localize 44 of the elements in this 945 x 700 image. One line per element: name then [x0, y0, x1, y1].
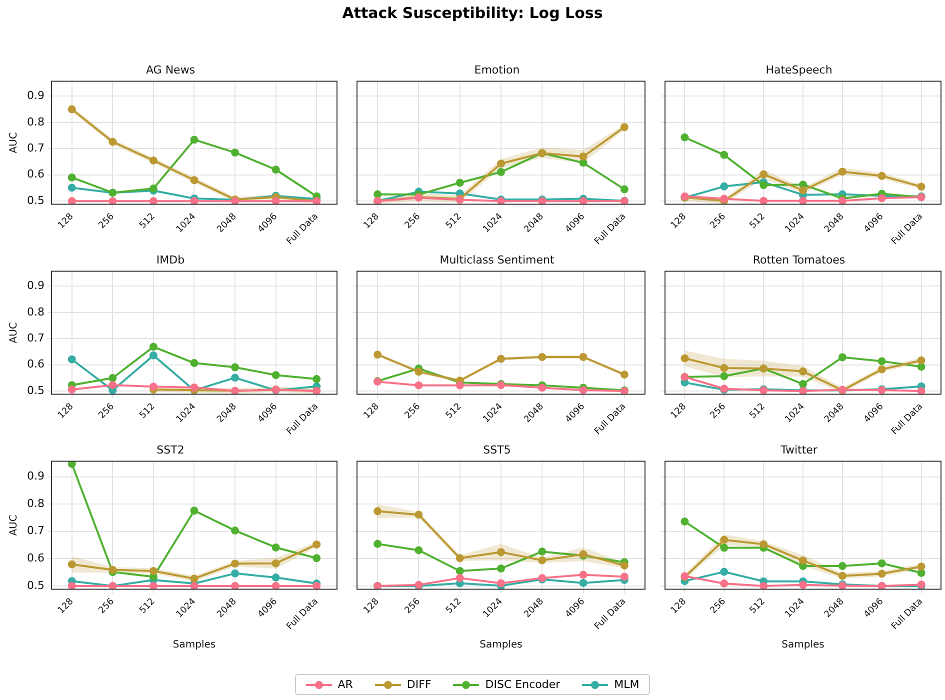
y-tick-label: 0.5: [26, 194, 44, 207]
chart-title: Emotion: [474, 63, 520, 76]
legend-label: DISC Encoder: [485, 678, 560, 691]
legend-label: MLM: [614, 678, 640, 691]
y-tick-label: 0.7: [26, 331, 44, 344]
x-tick-label: 128: [362, 596, 382, 616]
y-tick-label: 0.5: [26, 578, 44, 592]
y-tick-label: 0.6: [26, 168, 44, 181]
x-tick-label: 128: [362, 212, 382, 232]
y-axis-title: AUC: [8, 132, 20, 154]
chart-title: HateSpeech: [766, 63, 832, 76]
y-axis-title: AUC: [8, 322, 20, 344]
y-tick-label: 0.8: [26, 496, 44, 510]
x-tick-label: 128: [56, 212, 76, 232]
legend-label: DIFF: [406, 678, 432, 691]
y-tick-label: 0.8: [26, 115, 44, 128]
y-axis-title: AUC: [8, 514, 20, 536]
y-tick-label: 0.9: [26, 279, 44, 292]
chart-title: Multiclass Sentiment: [440, 253, 555, 266]
chart-title: Twitter: [780, 443, 818, 456]
x-tick-label: 128: [669, 596, 689, 616]
x-axis-title: Samples: [782, 640, 824, 651]
chart-title: SST2: [156, 443, 184, 456]
y-tick-label: 0.5: [26, 384, 44, 397]
chart-title: SST5: [483, 443, 511, 456]
y-tick-label: 0.7: [26, 141, 44, 154]
x-axis-title: Samples: [480, 640, 522, 651]
chart-title: IMDb: [156, 253, 185, 266]
x-tick-label: 128: [362, 402, 382, 422]
y-tick-label: 0.7: [26, 524, 44, 538]
x-tick-label: 128: [56, 596, 76, 616]
x-tick-label: 128: [669, 212, 689, 232]
chart-title: Rotten Tomatoes: [752, 253, 846, 266]
y-tick-label: 0.8: [26, 305, 44, 318]
y-tick-label: 0.9: [26, 470, 44, 483]
x-axis-title: Samples: [172, 640, 216, 651]
x-tick-label: 128: [56, 402, 76, 422]
legend-label: AR: [338, 678, 353, 691]
y-tick-label: 0.9: [26, 89, 44, 102]
text: Attack Susceptibility: Log Loss: [341, 4, 604, 22]
x-tick-label: 128: [669, 402, 689, 422]
y-tick-label: 0.6: [26, 552, 44, 565]
chart-title: AG News: [146, 63, 196, 76]
y-tick-label: 0.6: [26, 358, 44, 371]
